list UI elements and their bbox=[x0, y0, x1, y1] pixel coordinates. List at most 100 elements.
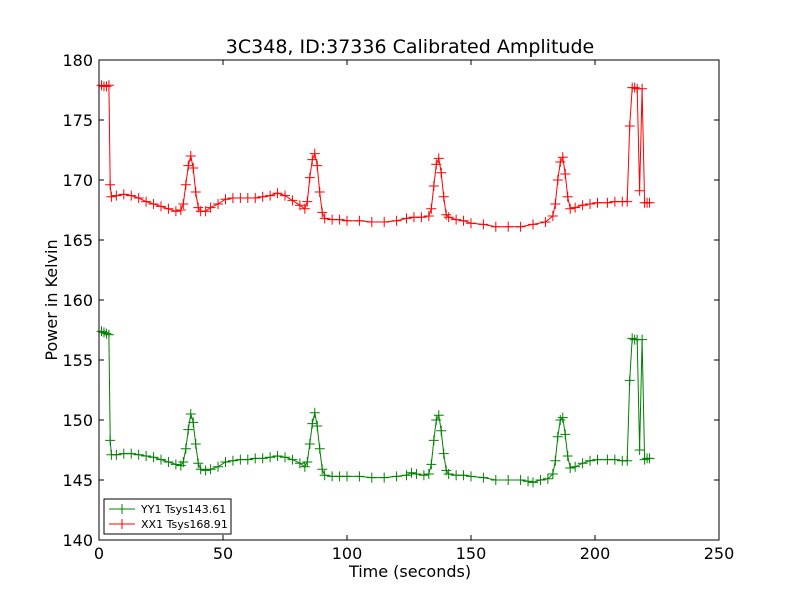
data-point bbox=[592, 454, 603, 465]
data-point bbox=[523, 476, 534, 487]
data-point bbox=[629, 82, 640, 93]
data-point bbox=[250, 193, 261, 203]
data-point bbox=[443, 212, 454, 223]
data-point bbox=[639, 454, 650, 465]
data-point bbox=[126, 190, 137, 201]
data-point bbox=[535, 475, 546, 485]
data-point bbox=[401, 213, 412, 224]
data-point bbox=[183, 160, 194, 171]
data-point bbox=[391, 471, 402, 482]
data-point bbox=[106, 191, 117, 202]
data-point bbox=[540, 217, 551, 227]
data-point bbox=[379, 217, 390, 227]
data-point bbox=[205, 202, 216, 213]
data-point bbox=[183, 424, 194, 435]
data-point bbox=[307, 418, 318, 429]
data-point bbox=[195, 464, 206, 475]
data-point bbox=[185, 151, 196, 161]
data-point bbox=[178, 199, 189, 209]
data-point bbox=[272, 451, 283, 461]
data-point bbox=[299, 461, 310, 472]
y-tick-label: 165 bbox=[62, 231, 93, 250]
data-point bbox=[565, 463, 576, 473]
data-point bbox=[105, 179, 116, 190]
data-point bbox=[552, 431, 563, 442]
data-point bbox=[302, 457, 313, 467]
data-point bbox=[433, 153, 444, 164]
data-point bbox=[622, 196, 633, 207]
y-tick-label: 180 bbox=[62, 51, 93, 70]
data-point bbox=[423, 211, 434, 221]
plot-area bbox=[96, 80, 655, 488]
data-point bbox=[304, 172, 315, 183]
legend-label-yy1: YY1 Tsys143.61 bbox=[140, 503, 226, 516]
data-point bbox=[220, 457, 231, 467]
data-point bbox=[637, 83, 648, 94]
data-point bbox=[366, 217, 377, 227]
data-point bbox=[528, 219, 538, 230]
data-point bbox=[175, 205, 186, 215]
data-point bbox=[101, 328, 112, 339]
data-point bbox=[428, 435, 439, 446]
data-point bbox=[302, 196, 313, 207]
data-point bbox=[478, 472, 489, 483]
data-point bbox=[585, 455, 596, 466]
x-tick-label: 250 bbox=[704, 544, 735, 563]
data-point bbox=[342, 215, 352, 226]
data-point bbox=[101, 81, 112, 92]
data-point bbox=[627, 333, 638, 344]
data-point bbox=[319, 470, 330, 481]
data-point bbox=[188, 417, 199, 428]
data-point bbox=[557, 412, 568, 423]
data-point bbox=[609, 454, 620, 465]
data-point bbox=[634, 445, 645, 455]
data-point bbox=[565, 203, 576, 214]
data-point bbox=[560, 169, 571, 179]
data-point bbox=[213, 199, 224, 209]
x-tick-label: 0 bbox=[94, 544, 104, 563]
data-point bbox=[431, 415, 442, 425]
data-point bbox=[451, 214, 462, 225]
data-point bbox=[637, 334, 648, 345]
legend: YY1 Tsys143.61 XX1 Tsys168.91 bbox=[103, 498, 232, 535]
data-point bbox=[490, 475, 501, 485]
data-point bbox=[570, 202, 581, 213]
data-point bbox=[319, 213, 330, 224]
data-point bbox=[307, 154, 318, 165]
data-point bbox=[98, 327, 109, 338]
data-point bbox=[342, 471, 352, 482]
data-point bbox=[592, 197, 603, 208]
data-point bbox=[193, 458, 204, 469]
data-point bbox=[542, 473, 553, 484]
y-tick-label: 160 bbox=[62, 291, 93, 310]
x-axis-label: Time (seconds) bbox=[348, 562, 471, 581]
data-point bbox=[555, 415, 566, 425]
data-point bbox=[126, 448, 137, 459]
data-point bbox=[438, 448, 449, 459]
data-point bbox=[317, 207, 328, 218]
data-point bbox=[334, 214, 345, 225]
data-point bbox=[366, 472, 377, 483]
y-tick-label: 175 bbox=[62, 111, 93, 130]
series-line-1 bbox=[101, 84, 650, 228]
data-point bbox=[265, 452, 276, 463]
data-point bbox=[401, 470, 412, 481]
data-point bbox=[624, 121, 635, 131]
data-point bbox=[644, 453, 655, 464]
data-point bbox=[406, 467, 417, 478]
data-point bbox=[354, 215, 365, 226]
legend-marker-xx1 bbox=[117, 519, 127, 529]
data-point bbox=[557, 152, 568, 163]
data-point bbox=[490, 221, 501, 232]
data-point bbox=[156, 201, 166, 212]
data-point bbox=[416, 212, 427, 223]
data-point bbox=[148, 199, 159, 209]
x-tick-label: 50 bbox=[213, 544, 233, 563]
data-point bbox=[550, 199, 561, 209]
data-point bbox=[555, 157, 566, 167]
x-tick-label: 200 bbox=[580, 544, 611, 563]
data-point bbox=[379, 472, 390, 483]
data-point bbox=[200, 465, 211, 476]
data-point bbox=[624, 375, 635, 386]
